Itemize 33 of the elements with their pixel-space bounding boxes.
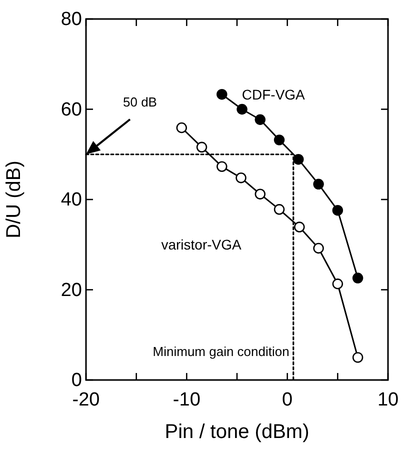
point	[254, 188, 266, 200]
point	[293, 154, 304, 165]
point	[254, 114, 266, 125]
point	[332, 204, 344, 216]
y-tick-label: 80	[60, 9, 82, 30]
point	[294, 222, 305, 232]
y-tick-label: 0	[71, 370, 82, 392]
point	[313, 242, 324, 254]
point	[274, 134, 285, 146]
point	[236, 104, 248, 115]
y-tick-label: 40	[60, 190, 82, 211]
point	[236, 172, 246, 184]
point	[332, 278, 344, 290]
y-axis-title: D/U (dB)	[3, 160, 25, 238]
x-tick-label: -10	[172, 389, 200, 410]
point	[196, 142, 208, 153]
annotation: Minimum gain condition	[152, 344, 290, 359]
x-tick-label: 10	[377, 389, 399, 410]
point	[313, 178, 324, 190]
x-axis-title: Pin / tone (dBm)	[164, 421, 310, 443]
text: varistor-VGA	[161, 236, 242, 252]
point	[352, 352, 364, 363]
x-tick-label: 0	[282, 389, 293, 410]
point	[216, 89, 228, 100]
point	[216, 161, 228, 172]
y-tick-label: 20	[60, 280, 82, 301]
point	[274, 204, 285, 215]
point	[176, 122, 188, 134]
series-label: CDF-VGA	[242, 86, 306, 102]
y-tick-label: 60	[60, 99, 82, 120]
annotation: 50 dB	[123, 94, 157, 110]
x-tick-label: -20	[72, 389, 100, 410]
point	[352, 272, 364, 284]
